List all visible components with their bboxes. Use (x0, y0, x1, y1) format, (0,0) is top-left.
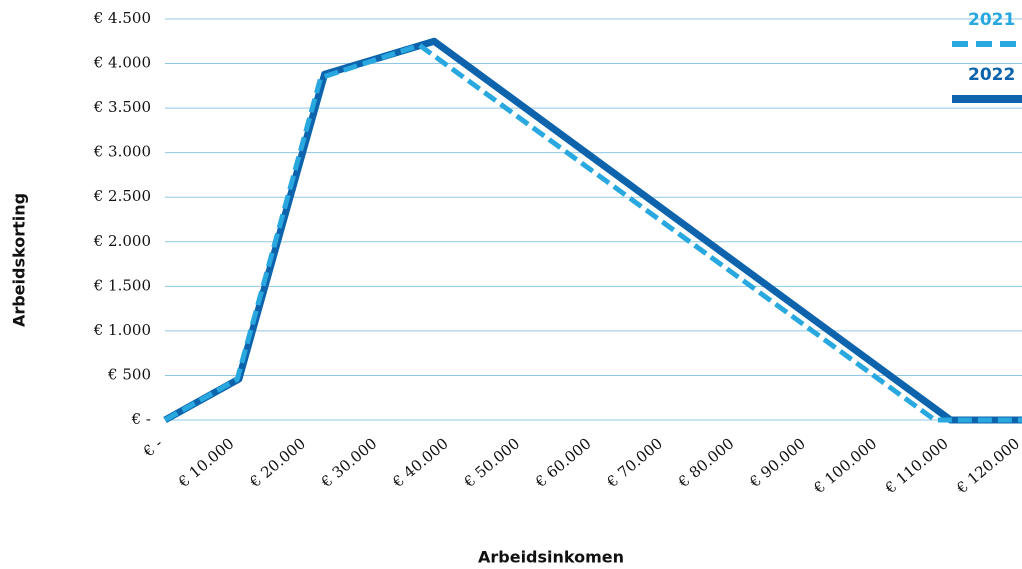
x-tick-label: € 80.000 (674, 434, 738, 491)
y-tick-label: € 4.500 (93, 9, 151, 27)
x-tick-label: € 30.000 (317, 434, 381, 491)
y-tick-label: € 4.000 (93, 54, 151, 72)
x-tick-label: € 60.000 (531, 434, 595, 491)
x-tick-label: € 110.000 (881, 434, 952, 498)
y-tick-label: € - (131, 410, 151, 428)
y-tick-label: € 1.500 (93, 276, 151, 294)
line-series (163, 42, 1022, 423)
x-tick-label: € 40.000 (388, 434, 452, 491)
y-tick-label: € 3.000 (93, 143, 151, 161)
x-tick-label: € 10.000 (174, 434, 238, 491)
line-series (163, 37, 1022, 424)
x-tick-label: € 50.000 (460, 434, 524, 491)
legend-label: 2021 (968, 10, 1015, 30)
x-tick-label: € 20.000 (245, 434, 309, 491)
legend-label: 2022 (968, 65, 1015, 85)
y-axis-label: Arbeidskorting (10, 193, 29, 327)
x-tick-label: € 70.000 (603, 434, 667, 491)
x-tick-label: € 100.000 (809, 434, 880, 498)
y-tick-label: € 2.500 (93, 187, 151, 205)
y-tick-label: € 2.000 (93, 232, 151, 250)
y-tick-label: € 1.000 (93, 321, 151, 339)
y-tick-label: € 500 (107, 365, 151, 383)
x-axis-label: Arbeidsinkomen (478, 548, 624, 567)
y-tick-label: € 3.500 (93, 98, 151, 116)
x-tick-label: € 90.000 (745, 434, 809, 491)
x-tick-label: € 120.000 (952, 434, 1022, 498)
x-tick-label: € - (139, 434, 166, 461)
